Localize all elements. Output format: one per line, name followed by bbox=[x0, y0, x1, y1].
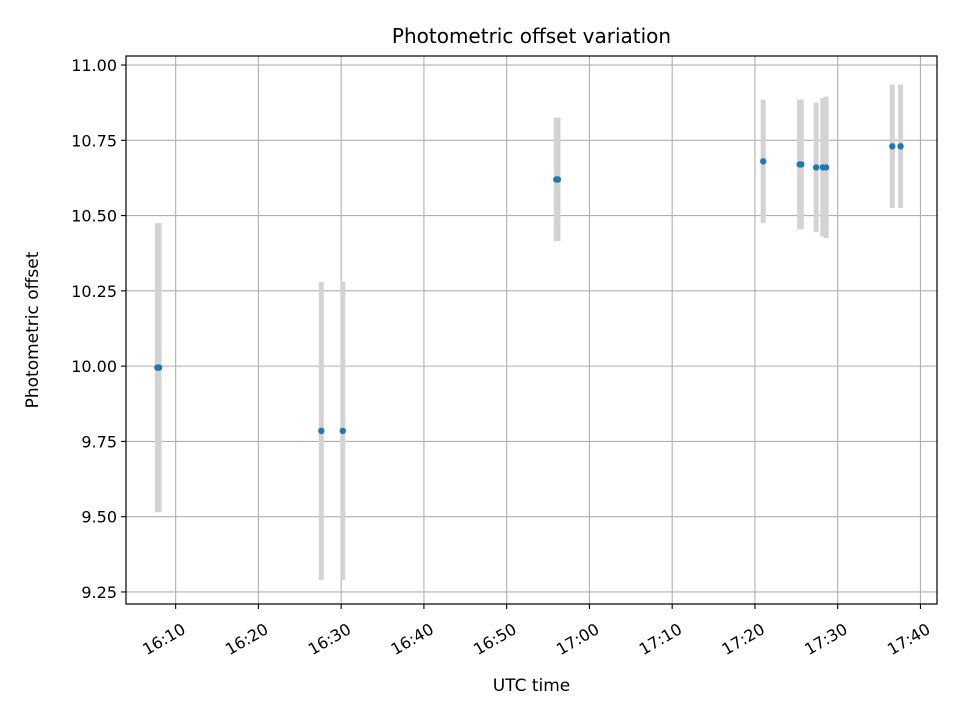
grid bbox=[126, 56, 937, 604]
data-points bbox=[154, 143, 904, 435]
y-axis-ticks: 9.25 9.50 9.75 10.00 10.25 10.50 10.75 11.00 bbox=[71, 56, 126, 602]
y-tick-label: 9.50 bbox=[81, 508, 117, 527]
y-tick-label: 10.50 bbox=[71, 207, 117, 226]
data-point bbox=[339, 427, 347, 435]
data-point bbox=[318, 427, 325, 435]
data-point bbox=[822, 164, 830, 171]
y-tick-label: 11.00 bbox=[71, 56, 117, 75]
chart-title: Photometric offset variation bbox=[392, 24, 671, 48]
y-tick-label: 10.25 bbox=[71, 282, 117, 301]
data-point bbox=[889, 143, 896, 150]
plot-frame bbox=[125, 55, 938, 605]
data-point bbox=[798, 161, 805, 168]
data-point bbox=[812, 164, 820, 171]
data-point bbox=[554, 176, 562, 183]
data-point bbox=[760, 158, 767, 165]
y-axis-label: Photometric offset bbox=[23, 251, 43, 408]
data-point bbox=[897, 143, 904, 150]
x-axis-label: UTC time bbox=[493, 676, 571, 696]
data-point bbox=[155, 364, 163, 371]
y-tick-label: 9.25 bbox=[81, 583, 117, 602]
y-tick-label: 10.00 bbox=[71, 357, 117, 376]
y-tick-label: 9.75 bbox=[81, 432, 117, 451]
y-tick-label: 10.75 bbox=[71, 131, 117, 150]
